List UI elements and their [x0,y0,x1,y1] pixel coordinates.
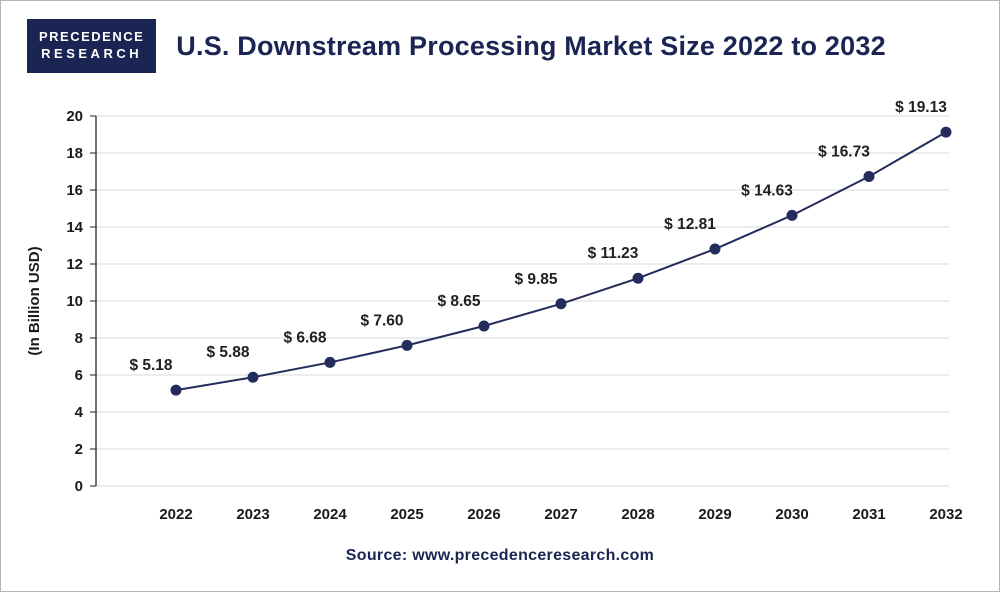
data-point-marker [401,339,413,351]
y-tick-label: 6 [75,367,83,384]
y-tick-label: 18 [66,145,83,162]
y-axis-title: (In Billion USD) [26,246,43,355]
data-point-marker [709,243,721,255]
y-tick-label: 0 [75,478,83,495]
x-tick-label: 2031 [852,506,885,523]
data-point-label: $ 19.13 [895,99,947,116]
chart-title: U.S. Downstream Processing Market Size 2… [176,30,886,61]
data-point-marker [786,209,798,221]
data-point-label: $ 5.88 [206,344,249,361]
series-line [175,131,947,392]
data-point-label: $ 5.18 [129,357,172,374]
x-tick-label: 2030 [775,506,808,523]
y-tick-label: 2 [75,441,83,458]
x-tick-label: 2027 [544,506,577,523]
market-size-line-chart: 0 2 4 6 8 10 12 14 16 18 20 2022 2023 2024 2025 2026 202… [26,99,963,523]
header: PRECEDENCE RESEARCH U.S. Downstream Proc… [1,1,999,91]
y-tick-label: 8 [75,330,83,347]
y-tick-label: 12 [66,256,83,273]
y-tick-label: 16 [66,182,83,199]
source-line: Source: www.precedenceresearch.com [345,547,655,564]
x-tick-label: 2023 [236,506,269,523]
data-point-label: $ 14.63 [741,182,793,199]
x-tick-label: 2024 [313,506,347,523]
x-tick-label: 2025 [390,506,423,523]
data-point-marker [555,298,567,310]
y-tick-label: 20 [66,108,83,125]
data-point-marker [324,356,336,368]
data-point-label: $ 8.65 [437,293,480,310]
data-point-label: $ 16.73 [818,143,870,160]
data-point-marker [170,384,182,396]
x-tick-label: 2028 [621,506,654,523]
data-point-label: $ 12.81 [664,216,716,233]
x-tick-label: 2032 [929,506,962,523]
data-point-marker [478,320,490,332]
x-tick-label: 2022 [159,506,192,523]
data-point-label: $ 9.85 [514,271,557,288]
x-tick-label: 2029 [698,506,731,523]
y-tick-label: 14 [66,219,83,236]
x-tick-label: 2026 [467,506,500,523]
logo-text-precedence: PRECEDENCE [39,29,145,45]
data-point-marker [940,126,952,138]
data-point-label: $ 11.23 [588,245,639,262]
data-point-label: $ 7.60 [360,312,403,329]
data-point-marker [632,272,644,284]
chart-area: 0 2 4 6 8 10 12 14 16 18 20 2022 2023 2024 2025 2026 202… [1,91,999,531]
data-point-marker [863,170,875,182]
logo-text-research: RESEARCH [41,46,143,61]
precedence-research-logo: PRECEDENCE RESEARCH [27,19,157,73]
y-tick-label: 4 [75,404,84,421]
data-point-marker [247,371,259,383]
y-tick-label: 10 [66,293,83,310]
data-point-label: $ 6.68 [283,329,326,346]
